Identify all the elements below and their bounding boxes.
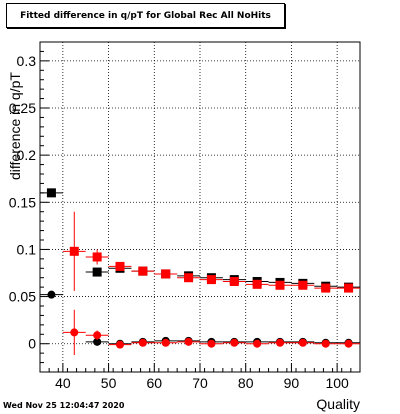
data-point-circle <box>276 338 284 347</box>
data-point-square <box>252 279 262 289</box>
data-point-circle <box>321 339 330 348</box>
x-tick-label: 40 <box>55 375 71 391</box>
data-point-square <box>138 266 148 276</box>
y-tick-label: 0 <box>28 336 36 352</box>
data-point-square <box>46 188 56 198</box>
data-point-square <box>298 280 308 290</box>
data-point-square <box>321 283 331 293</box>
grid-lines <box>40 42 360 372</box>
data-point-square <box>115 261 125 271</box>
data-point-circle <box>253 339 262 348</box>
y-tick-label: 0.25 <box>9 100 36 116</box>
y-axis-label-text: difference in q/pT <box>7 72 23 180</box>
x-tick-label: 60 <box>146 375 162 391</box>
data-point-square <box>184 273 194 283</box>
data-point-square <box>92 252 102 262</box>
data-point-square <box>344 283 354 293</box>
data-point-circle <box>47 290 56 299</box>
data-series <box>40 188 360 356</box>
data-point-circle <box>298 338 307 347</box>
data-point-square <box>69 246 79 256</box>
y-tick-label: 0.1 <box>17 241 37 257</box>
chart-title: Fitted difference in q/pT for Global Rec… <box>6 3 285 28</box>
y-tick-label: 0.2 <box>17 147 37 163</box>
data-point-square <box>161 269 171 279</box>
data-point-circle <box>207 339 216 348</box>
x-tick-label: 90 <box>284 375 300 391</box>
x-tick-label: 100 <box>325 375 349 391</box>
x-axis-label: Quality <box>316 396 360 412</box>
series-1 <box>62 211 360 293</box>
data-point-square <box>275 280 285 290</box>
y-tick-label: 0.05 <box>9 289 36 305</box>
x-tick-label: 80 <box>238 375 254 391</box>
x-tick-label: 50 <box>101 375 117 391</box>
data-point-circle <box>344 339 353 348</box>
data-point-circle <box>93 337 102 346</box>
timestamp: Wed Nov 25 12:04:47 2020 <box>3 401 125 410</box>
data-point-square <box>92 267 102 277</box>
axes: 40 50 60 70 80 90 100 0 0.05 0.1 0.15 0.2 0.25 0.3 <box>9 41 361 391</box>
data-point-square <box>206 275 216 285</box>
data-point-circle <box>230 338 239 347</box>
data-point-circle <box>184 337 193 346</box>
data-point-circle <box>93 331 102 340</box>
x-tick-label: 70 <box>192 375 208 391</box>
data-point-square <box>229 276 239 286</box>
y-tick-label: 0.3 <box>17 53 37 69</box>
data-point-circle <box>161 338 170 347</box>
chart-title-text: Fitted difference in q/pT for Global Rec… <box>20 10 271 21</box>
data-point-circle <box>138 338 147 347</box>
data-point-circle <box>116 340 124 349</box>
y-axis-label: difference in q/pT <box>7 40 23 180</box>
data-point-circle <box>70 328 79 337</box>
y-tick-label: 0.15 <box>9 194 36 210</box>
series-3 <box>62 309 360 356</box>
